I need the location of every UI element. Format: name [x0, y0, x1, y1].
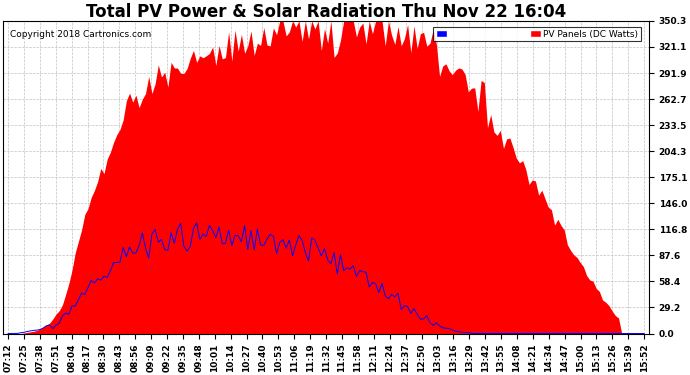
Title: Total PV Power & Solar Radiation Thu Nov 22 16:04: Total PV Power & Solar Radiation Thu Nov… — [86, 3, 566, 21]
Text: Copyright 2018 Cartronics.com: Copyright 2018 Cartronics.com — [10, 30, 151, 39]
Legend: Radiation (w/m2), PV Panels (DC Watts): Radiation (w/m2), PV Panels (DC Watts) — [433, 27, 641, 42]
